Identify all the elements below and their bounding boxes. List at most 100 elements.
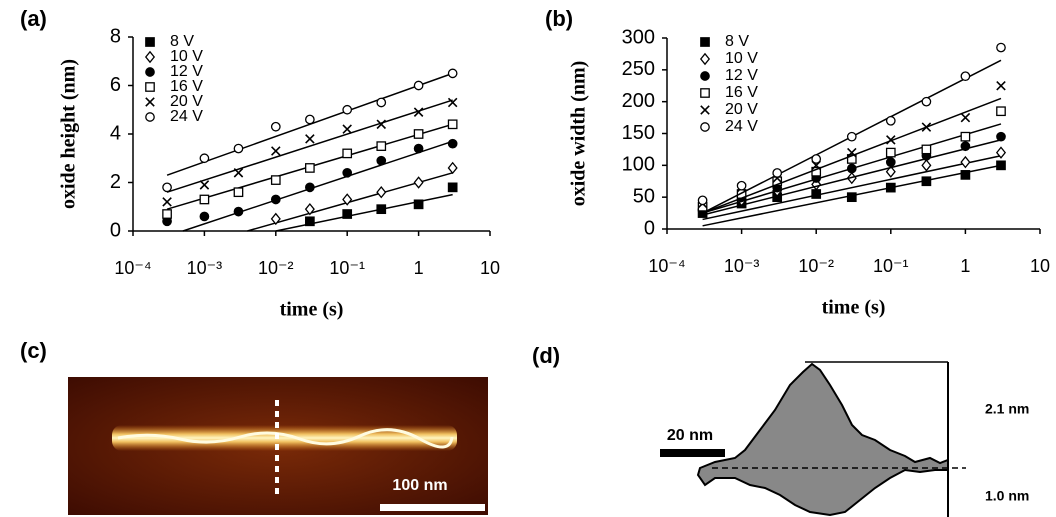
legend-marker: [146, 52, 154, 62]
marker: [961, 171, 969, 179]
marker: [200, 195, 208, 203]
marker: [961, 142, 969, 150]
x-tick-label: 1: [960, 256, 970, 276]
x-tick-label: 10⁻²: [258, 258, 294, 278]
marker: [922, 177, 930, 185]
marker: [306, 183, 314, 191]
marker: [234, 188, 242, 196]
marker: [448, 120, 456, 128]
legend-marker: [146, 83, 154, 91]
marker: [306, 164, 314, 172]
y-tick-label: 4: [110, 122, 121, 144]
legend-marker: [701, 106, 709, 114]
x-tick-label: 10⁻⁴: [648, 256, 685, 276]
marker: [997, 82, 1005, 90]
marker: [200, 212, 208, 220]
marker: [997, 43, 1005, 51]
marker: [343, 210, 351, 218]
marker: [887, 117, 895, 125]
marker: [448, 98, 456, 106]
marker: [961, 132, 969, 140]
y-tick-label: 50: [633, 185, 655, 207]
y-tick-label: 200: [622, 90, 655, 112]
y-tick-label: 2: [110, 171, 121, 193]
marker: [234, 207, 242, 215]
marker: [272, 176, 280, 184]
scale-bar-label: 20 nm: [667, 427, 713, 444]
marker: [922, 123, 930, 131]
marker: [306, 217, 314, 225]
height-label: 2.1 nm: [985, 401, 1029, 417]
legend-label: 24 V: [725, 118, 758, 135]
marker: [887, 183, 895, 191]
figure: (c) 100 nm (d) 20 nm 2.1 nm 1.0 nm (a)02…: [0, 0, 1056, 517]
legend-marker: [701, 72, 709, 80]
legend-marker: [701, 38, 709, 46]
scale-bar-label: 100 nm: [392, 477, 447, 494]
fit-line: [167, 100, 453, 192]
legend-label: 24 V: [170, 108, 203, 125]
marker: [163, 198, 171, 206]
profile: [698, 364, 948, 515]
y-tick-label: 150: [622, 122, 655, 144]
legend-marker: [146, 38, 154, 46]
marker: [414, 130, 422, 138]
y-tick-label: 6: [110, 74, 121, 96]
y-tick-label: 8: [110, 25, 121, 47]
marker: [997, 161, 1005, 169]
marker: [272, 123, 280, 131]
x-tick-label: 10⁻¹: [873, 256, 909, 276]
depth-label: 1.0 nm: [985, 488, 1029, 504]
y-tick-label: 250: [622, 58, 655, 80]
y-tick-label: 0: [110, 219, 121, 241]
marker: [377, 98, 385, 106]
marker: [234, 144, 242, 152]
panel-label: (b): [545, 6, 573, 31]
legend-marker: [701, 89, 709, 97]
marker: [922, 160, 930, 170]
marker: [377, 156, 385, 164]
legend-marker: [146, 98, 154, 106]
marker: [272, 195, 280, 203]
marker: [812, 155, 820, 163]
marker: [737, 182, 745, 190]
legend-label: 10 V: [725, 50, 758, 67]
marker: [848, 193, 856, 201]
marker: [272, 147, 280, 155]
marker: [922, 97, 930, 105]
marker: [377, 142, 385, 150]
marker: [448, 163, 456, 173]
legend-marker: [146, 113, 154, 121]
marker: [997, 107, 1005, 115]
y-axis-title: oxide height (nm): [58, 59, 80, 209]
x-tick-label: 10: [1030, 256, 1050, 276]
marker: [887, 158, 895, 166]
legend-label: 16 V: [725, 84, 758, 101]
marker: [848, 132, 856, 140]
marker: [343, 149, 351, 157]
marker: [377, 187, 385, 197]
panel-label: (a): [20, 6, 47, 31]
y-tick-label: 300: [622, 26, 655, 48]
legend-marker: [146, 68, 154, 76]
marker: [997, 132, 1005, 140]
marker: [887, 148, 895, 156]
marker: [414, 177, 422, 187]
marker: [163, 183, 171, 191]
y-tick-label: 0: [644, 217, 655, 239]
x-tick-label: 10⁻³: [187, 258, 223, 278]
marker: [306, 135, 314, 143]
marker: [414, 200, 422, 208]
x-tick-label: 10⁻²: [798, 256, 834, 276]
marker: [961, 72, 969, 80]
marker: [163, 210, 171, 218]
marker: [306, 115, 314, 123]
marker: [448, 140, 456, 148]
y-axis-title: oxide width (nm): [568, 61, 590, 207]
scale-bar: [380, 504, 485, 511]
x-tick-label: 1: [414, 258, 424, 278]
panel-label: (d): [532, 343, 560, 368]
legend-label: 12 V: [725, 67, 758, 84]
marker: [698, 196, 706, 204]
marker: [414, 144, 422, 152]
